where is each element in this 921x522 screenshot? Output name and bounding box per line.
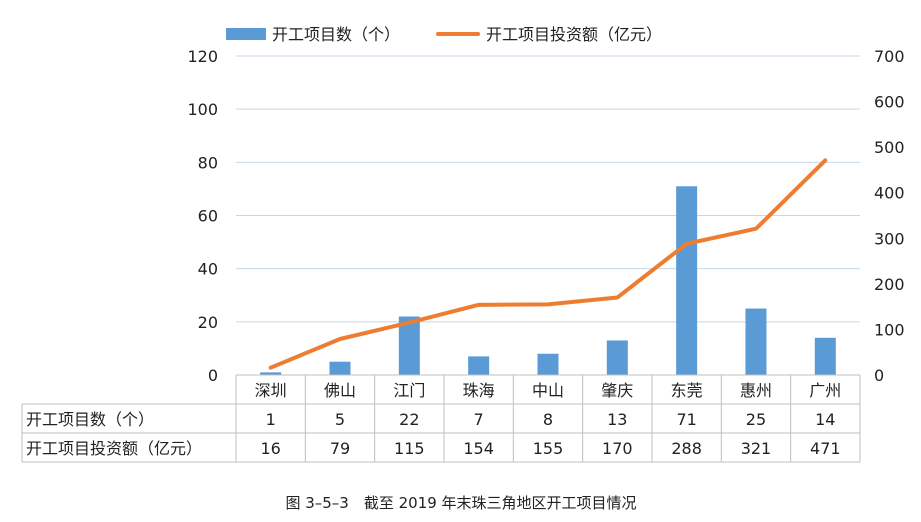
- series-line: [271, 160, 826, 367]
- category-label: 深圳: [255, 381, 287, 400]
- left-tick-label: 80: [198, 153, 218, 172]
- right-tick-label: 700: [874, 47, 905, 66]
- table-cell: 71: [676, 410, 696, 429]
- table-cell: 16: [260, 439, 280, 458]
- right-tick-label: 200: [874, 275, 905, 294]
- left-tick-label: 20: [198, 313, 218, 332]
- bar-series: [260, 186, 836, 375]
- table-cell: 154: [463, 439, 494, 458]
- bar: [468, 356, 489, 375]
- left-tick-label: 60: [198, 207, 218, 226]
- table-cell: 1: [266, 410, 276, 429]
- left-tick-label: 0: [208, 366, 218, 385]
- table-cell: 5: [335, 410, 345, 429]
- legend-swatch-bar: [226, 28, 266, 40]
- bar: [537, 354, 558, 375]
- category-label: 佛山: [324, 381, 356, 400]
- bar: [745, 309, 766, 375]
- table-cell: 170: [602, 439, 633, 458]
- right-tick-label: 400: [874, 184, 905, 203]
- category-label: 肇庆: [601, 381, 633, 400]
- category-label: 中山: [532, 381, 564, 400]
- category-label: 珠海: [463, 381, 495, 400]
- table-cell: 155: [533, 439, 564, 458]
- right-axis: 0 100 200 300 400 500 600 700: [874, 47, 905, 385]
- bar: [329, 362, 350, 375]
- table-cell: 7: [474, 410, 484, 429]
- category-label: 东莞: [671, 381, 703, 400]
- bar: [676, 186, 697, 375]
- right-tick-label: 300: [874, 229, 905, 248]
- category-label: 江门: [393, 381, 425, 400]
- table-row-label: 开工项目数（个）: [26, 410, 154, 429]
- category-label: 广州: [809, 381, 841, 400]
- line-series: [271, 160, 826, 368]
- left-tick-label: 40: [198, 260, 218, 279]
- table-cell: 22: [399, 410, 419, 429]
- left-axis: 0 20 40 60 80 100 120: [187, 47, 218, 385]
- left-tick-label: 100: [187, 100, 218, 119]
- table-cell: 79: [330, 439, 350, 458]
- table-cell: 14: [815, 410, 835, 429]
- right-tick-label: 500: [874, 138, 905, 157]
- table-row-label: 开工项目投资额（亿元）: [26, 439, 202, 458]
- legend-label: 开工项目数（个）: [272, 25, 400, 44]
- bar: [815, 338, 836, 375]
- legend-label: 开工项目投资额（亿元）: [486, 25, 662, 44]
- category-label: 惠州: [740, 381, 772, 400]
- table-cell: 115: [394, 439, 425, 458]
- table-cell: 471: [810, 439, 841, 458]
- gridlines: [236, 56, 860, 322]
- table-cell: 321: [741, 439, 772, 458]
- table-cell: 13: [607, 410, 627, 429]
- table-cell: 288: [671, 439, 702, 458]
- table-cell: 8: [543, 410, 553, 429]
- right-tick-label: 100: [874, 320, 905, 339]
- figure-caption: 图 3–5–3 截至 2019 年末珠三角地区开工项目情况: [285, 494, 636, 512]
- bar: [607, 340, 628, 375]
- table-cell: 25: [746, 410, 766, 429]
- right-tick-label: 0: [874, 366, 884, 385]
- legend: 开工项目数（个） 开工项目投资额（亿元）: [226, 25, 662, 44]
- left-tick-label: 120: [187, 47, 218, 66]
- right-tick-label: 600: [874, 93, 905, 112]
